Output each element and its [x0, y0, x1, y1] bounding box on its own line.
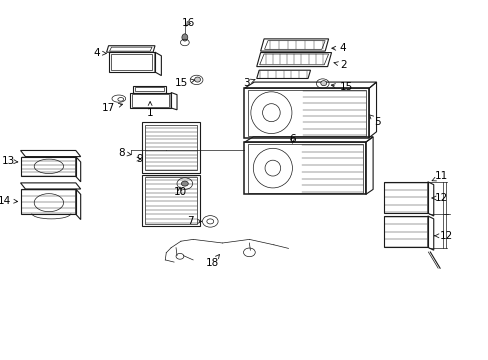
- Text: 5: 5: [368, 114, 380, 127]
- Text: 6: 6: [288, 134, 295, 144]
- Text: 8: 8: [118, 148, 131, 158]
- Text: 18: 18: [205, 255, 219, 268]
- Ellipse shape: [320, 81, 326, 86]
- Bar: [142, 122, 200, 173]
- Text: 14: 14: [0, 195, 18, 206]
- Ellipse shape: [194, 77, 200, 82]
- Text: 11: 11: [431, 171, 447, 181]
- Ellipse shape: [182, 34, 187, 41]
- Text: 10: 10: [173, 186, 186, 197]
- Text: 1: 1: [146, 102, 153, 118]
- Text: 15: 15: [331, 82, 352, 92]
- Text: 16: 16: [181, 18, 195, 28]
- Text: 13: 13: [1, 156, 18, 166]
- Text: 4: 4: [93, 48, 106, 58]
- Text: 3: 3: [242, 78, 254, 88]
- Bar: [142, 175, 200, 226]
- Text: 15: 15: [175, 78, 194, 88]
- Text: 9: 9: [136, 154, 142, 164]
- Text: 4: 4: [331, 43, 346, 53]
- Text: 2: 2: [333, 60, 346, 70]
- Text: 12: 12: [431, 193, 447, 203]
- Bar: [145, 177, 197, 224]
- Text: 7: 7: [186, 216, 201, 226]
- Text: 12: 12: [434, 231, 452, 241]
- Text: 17: 17: [102, 103, 122, 113]
- Ellipse shape: [181, 181, 188, 186]
- Bar: [145, 125, 197, 170]
